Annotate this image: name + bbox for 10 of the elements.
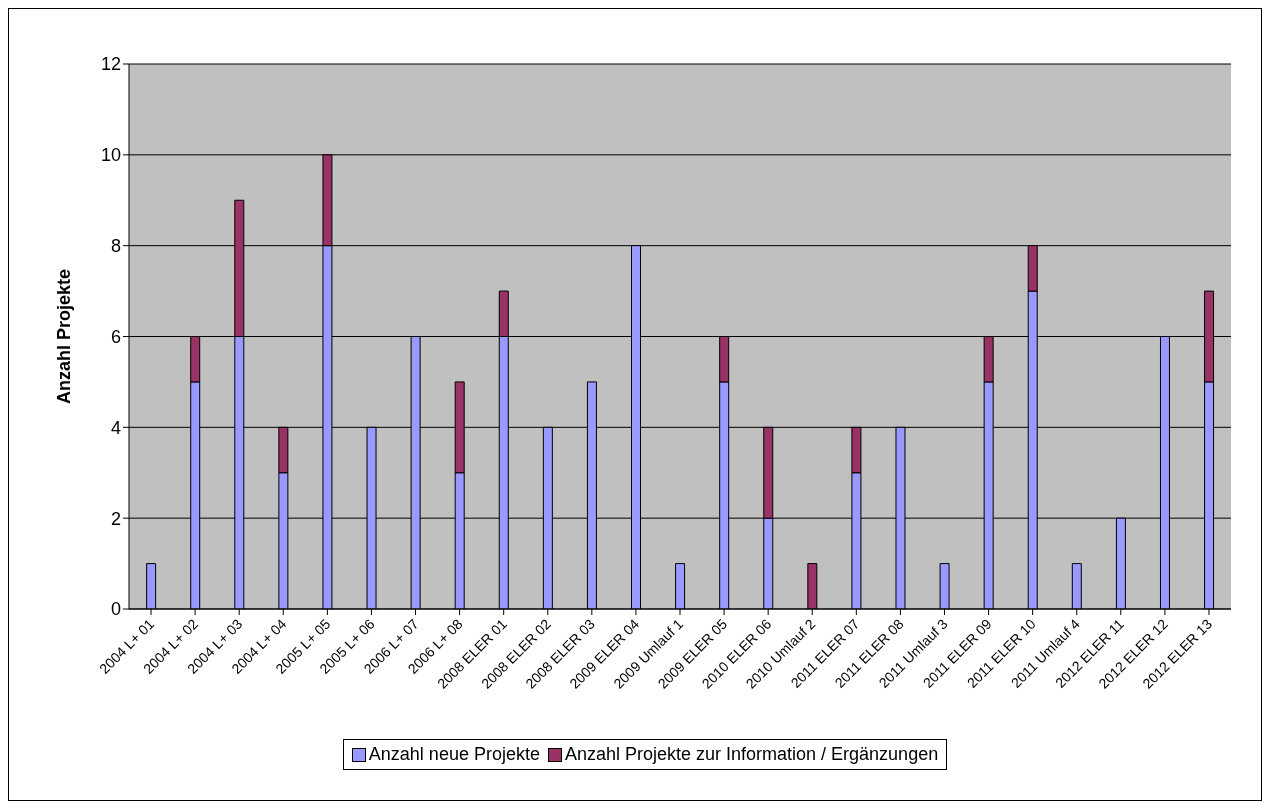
legend-label: Anzahl Projekte zur Information / Ergänzungen — [563, 744, 939, 765]
y-tick-label: 10 — [100, 145, 121, 166]
y-tick-label: 6 — [110, 326, 121, 347]
legend-label: Anzahl neue Projekte — [367, 744, 540, 765]
y-tick-label: 2 — [110, 508, 121, 529]
y-tick-label: 4 — [110, 417, 121, 438]
y-tick-label: 12 — [100, 54, 121, 75]
y-tick-label: 8 — [110, 236, 121, 257]
y-axis-title: Anzahl Projekte — [54, 268, 75, 405]
y-tick-label: 0 — [110, 599, 121, 620]
